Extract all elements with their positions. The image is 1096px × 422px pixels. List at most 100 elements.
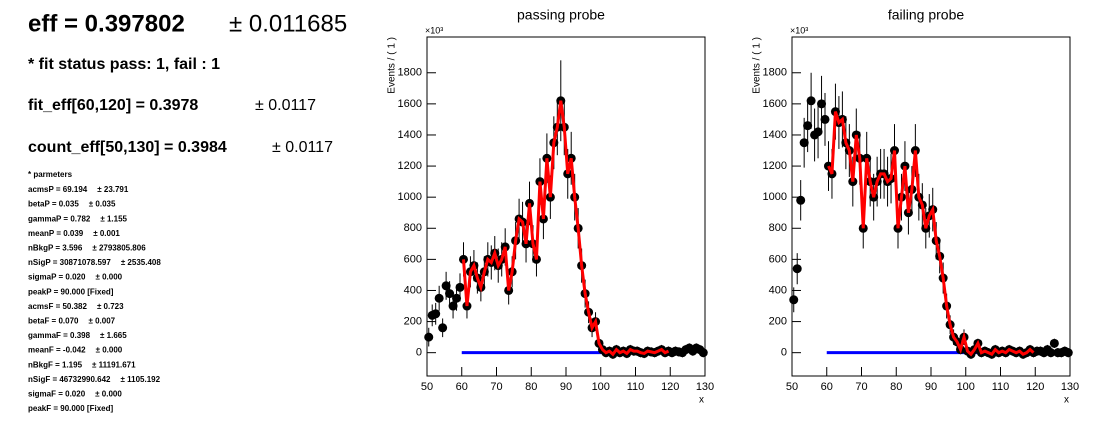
x-tick-label: 100: [957, 381, 975, 393]
data-point: [813, 127, 823, 137]
x-tick-label: 110: [992, 381, 1010, 393]
x-tick-label: 90: [925, 381, 937, 393]
param-error: ± 0.000: [96, 346, 123, 355]
param-error: ± 2793805.806: [92, 244, 146, 253]
data-point: [789, 295, 799, 305]
data-point: [1046, 348, 1056, 358]
params-title: * parmeters: [28, 170, 73, 179]
x-tick-label: 100: [592, 381, 610, 393]
param-error: ± 0.035: [89, 200, 116, 209]
y-multiplier: ×10³: [790, 25, 808, 35]
count-eff: count_eff[50,130] = 0.3984: [28, 139, 227, 156]
x-tick-label: 120: [1026, 381, 1044, 393]
plot-frame: [426, 36, 706, 377]
param-error: ± 1.155: [100, 214, 127, 223]
fit-eff: fit_eff[60,120] = 0.3978: [28, 97, 198, 114]
y-tick-label: 1200: [398, 160, 422, 172]
fit-eff-error: ± 0.0117: [255, 97, 316, 114]
param-name: meanP = 0.039: [28, 229, 84, 238]
param-error: ± 0.000: [95, 273, 122, 282]
y-tick-label: 1800: [398, 67, 422, 79]
x-tick-label: 120: [661, 381, 679, 393]
x-tick-label: 110: [627, 381, 645, 393]
param-name: meanF = -0.042: [28, 346, 86, 355]
data-point: [452, 293, 462, 303]
y-multiplier: ×10³: [425, 25, 443, 35]
y-tick-label: 800: [769, 222, 787, 234]
param-name: sigmaF = 0.020: [28, 390, 86, 399]
y-tick-label: 0: [781, 347, 787, 359]
chart-title: passing probe: [517, 7, 605, 23]
data-point: [431, 309, 441, 319]
data-point: [1049, 338, 1059, 348]
y-tick-label: 600: [769, 253, 787, 265]
fit-status: * fit status pass: 1, fail : 1: [28, 56, 220, 73]
x-axis-label: x: [1064, 395, 1069, 406]
y-tick-label: 800: [404, 222, 422, 234]
param-name: sigmaP = 0.020: [28, 273, 86, 282]
param-name: betaF = 0.070: [28, 317, 79, 326]
eff-error: ± 0.011685: [229, 10, 347, 37]
data-point: [455, 282, 465, 292]
param-error: ± 23.791: [97, 185, 129, 194]
param-name: acmsP = 69.194: [28, 185, 88, 194]
x-tick-label: 130: [696, 381, 714, 393]
param-error: ± 0.000: [95, 390, 122, 399]
param-error: ± 0.001: [93, 229, 120, 238]
data-point: [424, 332, 434, 342]
x-tick-label: 80: [525, 381, 537, 393]
param-error: ± 1.665: [100, 331, 127, 340]
param-error: ± 0.723: [97, 302, 124, 311]
param-name: nSigP = 30871078.597: [28, 258, 111, 267]
data-point: [441, 281, 451, 291]
x-tick-label: 90: [560, 381, 572, 393]
data-point: [806, 96, 816, 106]
eff: eff = 0.397802: [28, 10, 185, 37]
x-tick-label: 50: [786, 381, 798, 393]
param-error: ± 2535.408: [121, 258, 162, 267]
param-name: nBkgF = 1.195: [28, 360, 83, 369]
data-point: [445, 289, 455, 299]
y-tick-label: 600: [404, 253, 422, 265]
param-name: peakP = 90.000 [Fixed]: [28, 287, 114, 296]
param-name: betaP = 0.035: [28, 200, 79, 209]
y-tick-label: 1000: [763, 191, 787, 203]
x-tick-label: 70: [490, 381, 502, 393]
x-tick-label: 50: [421, 381, 433, 393]
y-tick-label: 200: [769, 315, 787, 327]
data-point: [792, 264, 802, 274]
y-tick-label: 1000: [398, 191, 422, 203]
y-tick-label: 1800: [763, 67, 787, 79]
data-point: [438, 323, 448, 333]
y-tick-label: 1400: [398, 129, 422, 141]
param-name: gammaP = 0.782: [28, 214, 91, 223]
param-name: peakF = 90.000 [Fixed]: [28, 404, 113, 413]
fit-line: [461, 100, 670, 357]
data-point: [448, 301, 458, 311]
param-name: gammaF = 0.398: [28, 331, 91, 340]
data-point: [799, 138, 809, 148]
y-tick-label: 400: [404, 284, 422, 296]
data-point: [698, 348, 708, 358]
param-error: ± 1105.192: [121, 375, 161, 384]
fit-line: [827, 111, 1035, 357]
param-name: nBkgP = 3.596: [28, 244, 83, 253]
y-axis-label: Events / ( 1 ): [387, 37, 398, 94]
data-point: [434, 293, 444, 303]
param-name: nSigF = 46732990.642: [28, 375, 111, 384]
x-tick-label: 130: [1061, 381, 1079, 393]
param-name: acmsF = 50.382: [28, 302, 87, 311]
y-tick-label: 0: [416, 347, 422, 359]
x-tick-label: 60: [456, 381, 468, 393]
param-error: ± 11191.671: [92, 360, 136, 369]
y-tick-label: 1600: [763, 98, 787, 110]
y-tick-label: 1400: [763, 129, 787, 141]
x-tick-label: 60: [821, 381, 833, 393]
data-point: [817, 99, 827, 109]
data-point: [796, 195, 806, 205]
y-tick-label: 200: [404, 315, 422, 327]
x-tick-label: 70: [855, 381, 867, 393]
y-tick-label: 1600: [398, 98, 422, 110]
y-tick-label: 1200: [763, 160, 787, 172]
